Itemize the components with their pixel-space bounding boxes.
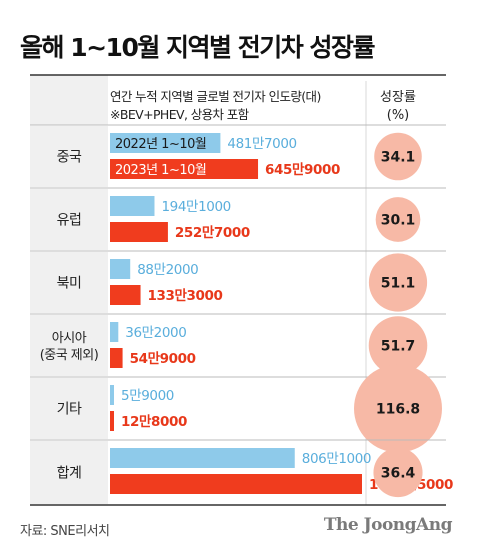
category-label: 북미 bbox=[57, 276, 82, 292]
growth-label: 30.1 bbox=[381, 213, 416, 229]
category-label: 기타 bbox=[57, 402, 82, 418]
growth-bubble bbox=[375, 197, 421, 242]
bar-2023 bbox=[110, 159, 259, 179]
bar-2023 bbox=[110, 348, 123, 368]
growth-label: 116.8 bbox=[376, 402, 420, 418]
legend-2022: 2022년 1~10월 bbox=[115, 137, 206, 152]
value-label-2022: 88만2000 bbox=[137, 262, 198, 278]
category-label: 중국 bbox=[57, 150, 82, 166]
bar-2022 bbox=[110, 259, 131, 279]
category-cell bbox=[30, 252, 108, 313]
publisher-logo: The JoongAng bbox=[323, 515, 453, 535]
bar-2022 bbox=[110, 448, 295, 468]
category-cell bbox=[30, 441, 108, 504]
bar-2022 bbox=[110, 196, 155, 216]
value-label-2023: 252만7000 bbox=[175, 225, 250, 241]
value-label-2023: 12만8000 bbox=[121, 414, 187, 430]
bar-2022 bbox=[110, 133, 221, 153]
legend-2023: 2023년 1~10월 bbox=[115, 163, 206, 178]
header-corner-cell bbox=[30, 75, 108, 125]
growth-label: 51.1 bbox=[381, 276, 416, 292]
growth-label: 34.1 bbox=[381, 150, 416, 166]
bar-2023 bbox=[110, 411, 114, 431]
header-deliveries-note: ※BEV+PHEV, 상용차 포함 bbox=[110, 107, 250, 122]
growth-bubble bbox=[368, 316, 428, 375]
category-cell bbox=[30, 378, 108, 439]
growth-bubble bbox=[368, 253, 428, 312]
growth-bubble bbox=[373, 447, 423, 498]
category-label: 합계 bbox=[57, 466, 82, 482]
growth-label: 51.7 bbox=[381, 339, 416, 355]
growth-bubble bbox=[354, 364, 442, 453]
category-label: (중국 제외) bbox=[40, 348, 99, 363]
category-label: 아시아 bbox=[52, 331, 87, 346]
category-cell bbox=[30, 315, 108, 376]
bar-2022 bbox=[110, 322, 119, 342]
category-cell bbox=[30, 189, 108, 250]
value-label-2023: 133만3000 bbox=[148, 288, 223, 304]
value-label-2022: 36만2000 bbox=[125, 325, 186, 341]
header-growth-unit: (%) bbox=[387, 108, 410, 123]
chart-title: 올해 1~10월 지역별 전기차 성장률 bbox=[20, 33, 375, 62]
value-label-2022: 5만9000 bbox=[121, 388, 174, 404]
source-note: 자료: SNE리서치 bbox=[20, 524, 110, 539]
value-label-2022: 806만1000 bbox=[302, 451, 371, 467]
bar-2023 bbox=[110, 222, 168, 242]
value-label-2023: 54만9000 bbox=[130, 351, 196, 367]
growth-bubble bbox=[374, 132, 422, 181]
growth-label: 36.4 bbox=[381, 466, 416, 482]
bar-2022 bbox=[110, 385, 114, 405]
value-label-2022: 194만1000 bbox=[161, 199, 230, 215]
bar-2023 bbox=[110, 474, 362, 494]
header-deliveries-label: 연간 누적 지역별 글로벌 전기자 인도량(대) bbox=[110, 89, 321, 104]
category-label: 유럽 bbox=[57, 213, 82, 229]
category-cell bbox=[30, 126, 108, 187]
value-label-2023: 645만9000 bbox=[265, 162, 340, 178]
bar-2023 bbox=[110, 285, 141, 305]
value-label-2022: 481만7000 bbox=[227, 136, 296, 152]
header-growth-label: 성장률 bbox=[380, 90, 416, 105]
